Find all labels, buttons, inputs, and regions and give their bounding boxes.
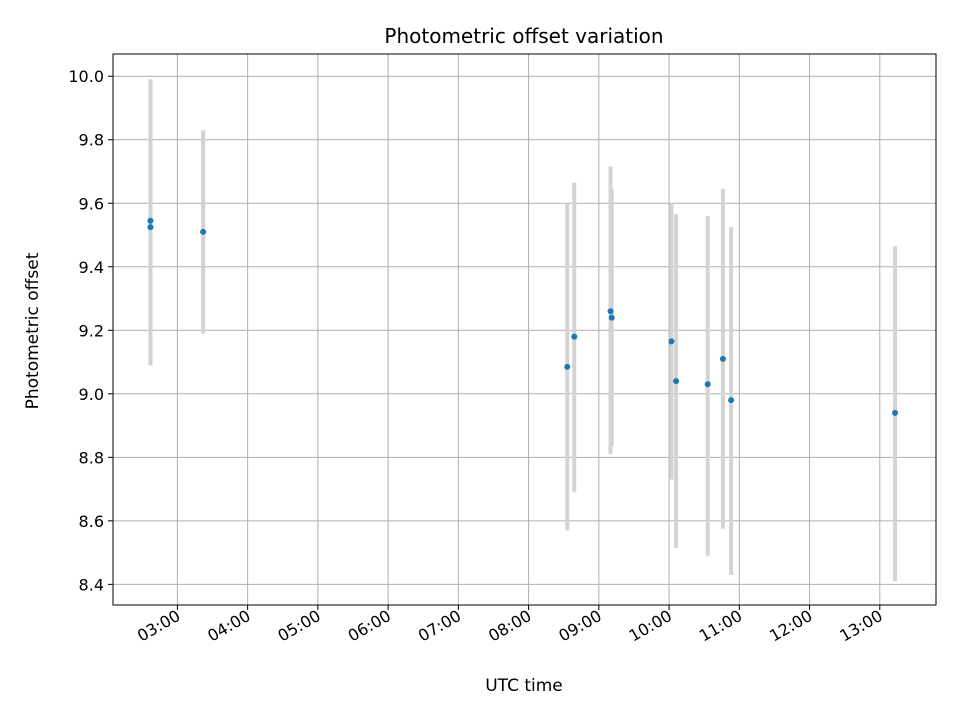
x-tick-label: 12:00 — [766, 606, 815, 646]
x-tick-label: 05:00 — [274, 606, 323, 646]
y-tick-label: 9.8 — [79, 131, 104, 150]
data-points — [147, 217, 899, 416]
chart-title: Photometric offset variation — [384, 24, 663, 48]
y-tick-label: 9.6 — [79, 194, 104, 213]
x-axis-label: UTC time — [485, 676, 563, 696]
x-tick-label: 04:00 — [204, 606, 253, 646]
data-point — [607, 308, 614, 315]
y-tick-label: 9.2 — [79, 321, 104, 340]
data-point — [571, 333, 578, 340]
data-point — [668, 338, 675, 345]
data-point — [728, 397, 735, 404]
data-point — [564, 363, 571, 370]
x-tick-label: 13:00 — [836, 606, 885, 646]
x-axis-ticks: 03:00 04:00 05:00 06:00 07:00 08:00 09:00 10:00… — [134, 605, 886, 646]
y-tick-label: 8.4 — [79, 575, 104, 594]
data-point — [892, 409, 899, 416]
x-tick-label: 08:00 — [485, 606, 534, 646]
y-tick-label: 8.6 — [79, 512, 104, 531]
x-tick-label: 06:00 — [345, 606, 394, 646]
data-point — [147, 217, 154, 224]
data-point — [704, 381, 711, 388]
data-point — [673, 378, 680, 385]
y-tick-label: 9.0 — [79, 385, 104, 404]
x-tick-label: 09:00 — [555, 606, 604, 646]
data-point — [147, 224, 154, 231]
x-tick-label: 03:00 — [134, 606, 183, 646]
grid — [113, 54, 936, 605]
x-tick-label: 07:00 — [415, 606, 464, 646]
data-point — [200, 228, 207, 235]
y-tick-label: 8.8 — [79, 448, 104, 467]
x-tick-label: 11:00 — [696, 606, 745, 646]
x-tick-label: 10:00 — [626, 606, 675, 646]
data-point — [608, 314, 615, 321]
y-tick-label: 10.0 — [68, 67, 104, 86]
y-axis-ticks: 8.4 8.6 8.8 9.0 9.2 9.4 9.6 9.8 10.0 — [68, 67, 113, 594]
y-tick-label: 9.4 — [79, 258, 104, 277]
plot-frame — [112, 53, 937, 606]
y-axis-label: Photometric offset — [23, 252, 43, 409]
data-point — [719, 355, 726, 362]
